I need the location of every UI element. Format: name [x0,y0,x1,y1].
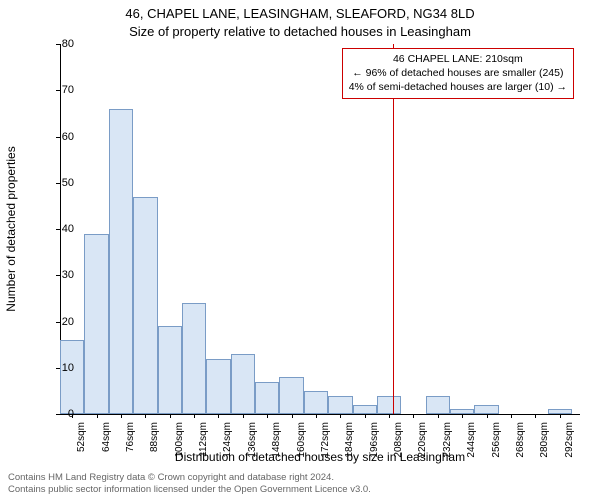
x-tick-label: 268sqm [515,422,526,458]
x-tick-mark [487,414,488,418]
histogram-bar [133,197,157,414]
footer-attribution: Contains HM Land Registry data © Crown c… [8,472,371,496]
histogram-bar [328,396,352,415]
histogram-bar [377,396,401,415]
histogram-plot-area [60,44,580,414]
y-tick-mark [56,44,60,45]
histogram-bar [60,340,84,414]
x-tick-label: 256sqm [491,422,502,458]
histogram-bar [255,382,279,414]
x-tick-mark [340,414,341,418]
histogram-bar [206,359,230,415]
footer-line-2: Contains public sector information licen… [8,484,371,496]
footer-line-1: Contains HM Land Registry data © Crown c… [8,472,371,484]
x-tick-label: 64sqm [101,422,112,452]
x-tick-label: 112sqm [198,422,209,457]
y-axis-label: Number of detached properties [4,44,18,414]
x-tick-label: 100sqm [174,422,185,458]
x-tick-mark [560,414,561,418]
x-tick-mark [97,414,98,418]
x-tick-mark [365,414,366,418]
x-tick-label: 292sqm [564,422,575,458]
annotation-line: ← 96% of detached houses are smaller (24… [349,66,567,80]
x-tick-mark [511,414,512,418]
histogram-bar [304,391,328,414]
x-tick-mark [267,414,268,418]
x-tick-label: 220sqm [417,422,428,458]
y-tick-mark [56,229,60,230]
histogram-bar [353,405,377,414]
annotation-line: 46 CHAPEL LANE: 210sqm [349,52,567,66]
histogram-bar [231,354,255,414]
x-tick-mark [462,414,463,418]
x-tick-label: 232sqm [442,422,453,458]
x-tick-mark [145,414,146,418]
x-tick-label: 124sqm [222,422,233,458]
x-tick-mark [292,414,293,418]
x-tick-mark [121,414,122,418]
x-tick-label: 280sqm [539,422,550,458]
histogram-bar [182,303,206,414]
x-tick-mark [413,414,414,418]
chart-subtitle: Size of property relative to detached ho… [0,24,600,39]
histogram-bar [426,396,450,415]
x-tick-label: 172sqm [320,422,331,458]
x-tick-mark [72,414,73,418]
x-tick-label: 208sqm [393,422,404,458]
x-axis-spine [60,414,580,415]
histogram-bar [474,405,498,414]
y-tick-mark [56,137,60,138]
x-tick-label: 160sqm [296,422,307,458]
histogram-bar [158,326,182,414]
histogram-bar [279,377,303,414]
x-tick-label: 196sqm [369,422,380,458]
x-tick-label: 244sqm [466,422,477,458]
chart-title-line1: 46, CHAPEL LANE, LEASINGHAM, SLEAFORD, N… [0,6,600,21]
x-tick-label: 76sqm [125,422,136,452]
x-tick-label: 52sqm [76,422,87,452]
x-tick-mark [218,414,219,418]
y-tick-mark [56,414,60,415]
x-tick-mark [316,414,317,418]
x-tick-mark [535,414,536,418]
y-tick-mark [56,275,60,276]
x-tick-label: 148sqm [271,422,282,458]
annotation-box: 46 CHAPEL LANE: 210sqm← 96% of detached … [342,48,574,99]
histogram-bar [109,109,133,414]
x-tick-label: 184sqm [344,422,355,458]
x-tick-label: 136sqm [247,422,258,458]
histogram-bar [84,234,108,414]
annotation-line: 4% of semi-detached houses are larger (1… [349,80,567,94]
x-tick-mark [438,414,439,418]
y-tick-mark [56,322,60,323]
x-tick-mark [170,414,171,418]
y-tick-mark [56,183,60,184]
x-tick-mark [243,414,244,418]
y-tick-mark [56,90,60,91]
x-tick-mark [389,414,390,418]
property-marker-line [393,44,394,414]
x-tick-mark [194,414,195,418]
y-tick-mark [56,368,60,369]
x-tick-label: 88sqm [149,422,160,452]
